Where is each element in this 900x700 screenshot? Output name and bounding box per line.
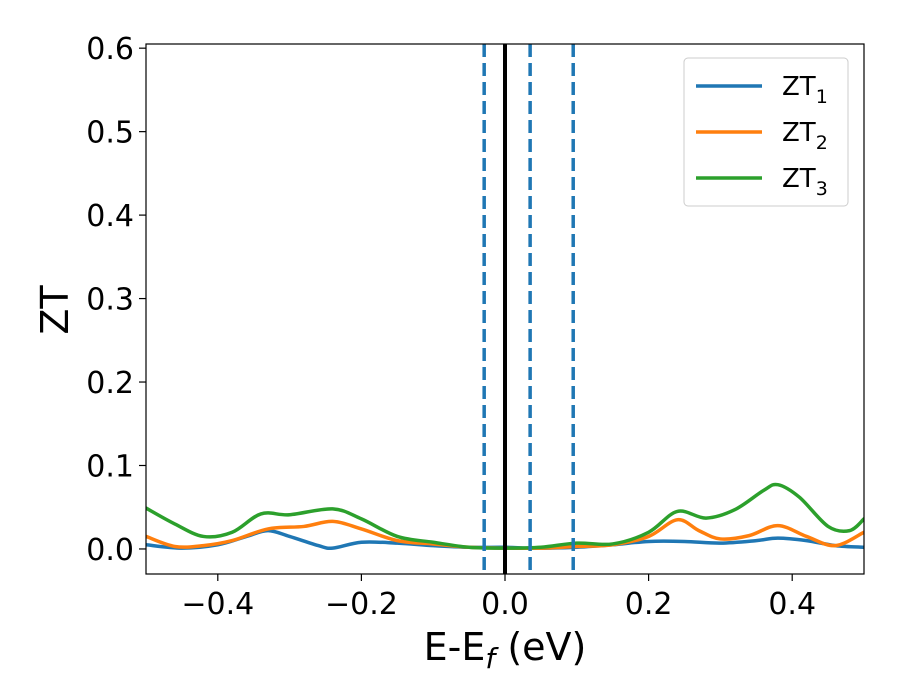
x-tick-label: −0.2 (325, 587, 398, 622)
x-tick-label: 0.2 (625, 587, 673, 622)
y-tick-label: 0.1 (86, 449, 134, 484)
legend: ZT1 ZT2 ZT3 (683, 57, 849, 207)
y-tick-label: 0.4 (86, 199, 134, 234)
y-tick-label: 0.0 (86, 533, 134, 568)
x-axis-ticks: −0.4 −0.2 0.0 0.2 0.4 (181, 574, 816, 622)
legend-label-zt3: ZT3 (782, 164, 828, 200)
x-tick-label: 0.0 (481, 587, 529, 622)
legend-box (683, 57, 849, 207)
legend-label-zt2: ZT2 (782, 118, 828, 154)
legend-label-zt1: ZT1 (782, 72, 828, 108)
y-tick-label: 0.2 (86, 366, 134, 401)
x-tick-label: 0.4 (768, 587, 816, 622)
y-axis-ticks: 0.0 0.1 0.2 0.3 0.4 0.5 0.6 (86, 32, 146, 568)
y-tick-label: 0.3 (86, 283, 134, 318)
x-axis-label: E-Ef (eV) (424, 625, 587, 675)
series-line-zt3 (146, 482, 864, 550)
y-axis-label: ZT (33, 285, 77, 335)
x-tick-label: −0.4 (181, 587, 254, 622)
y-tick-label: 0.5 (86, 116, 134, 151)
plot-lines-layer (146, 44, 864, 574)
y-tick-label: 0.6 (86, 32, 134, 67)
